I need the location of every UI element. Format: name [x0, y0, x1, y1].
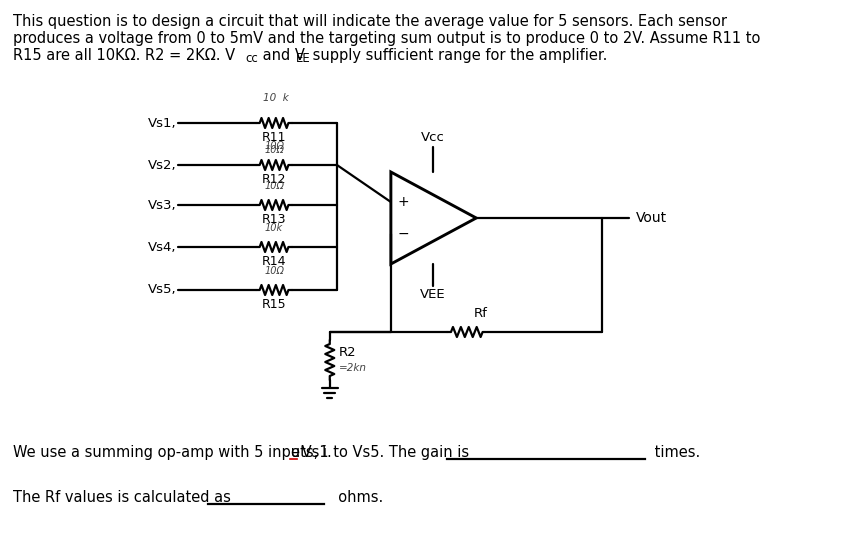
Text: R15 are all 10KΩ. R2 = 2KΩ. V: R15 are all 10KΩ. R2 = 2KΩ. V — [14, 48, 236, 63]
Text: VEE: VEE — [420, 288, 446, 301]
Text: Vs3,: Vs3, — [147, 198, 176, 211]
Text: produces a voltage from 0 to 5mV and the targeting sum output is to produce 0 to: produces a voltage from 0 to 5mV and the… — [14, 31, 761, 46]
Text: 10Ω: 10Ω — [264, 145, 284, 155]
Text: 10k: 10k — [265, 223, 283, 233]
Text: EE: EE — [295, 52, 310, 65]
Text: 10Ω: 10Ω — [264, 141, 284, 151]
Text: Vs5,: Vs5, — [147, 284, 176, 296]
Text: The Rf values is calculated as: The Rf values is calculated as — [14, 490, 236, 505]
Text: We use a summing op-amp with 5 inputs, i.: We use a summing op-amp with 5 inputs, i… — [14, 445, 333, 460]
Text: Vout: Vout — [637, 211, 668, 225]
Text: 10Ω: 10Ω — [264, 181, 284, 191]
Text: cc: cc — [245, 52, 258, 65]
Text: supply sufficient range for the amplifier.: supply sufficient range for the amplifie… — [308, 48, 608, 63]
Text: R13: R13 — [262, 213, 287, 226]
Text: e: e — [290, 445, 300, 460]
Text: Vcc: Vcc — [421, 131, 445, 144]
Text: This question is to design a circuit that will indicate the average value for 5 : This question is to design a circuit tha… — [14, 14, 727, 29]
Text: =2kn: =2kn — [339, 363, 367, 373]
Text: Vs4,: Vs4, — [147, 240, 176, 253]
Text: −: − — [397, 227, 410, 241]
Text: times.: times. — [650, 445, 700, 460]
Text: Vs1,: Vs1, — [147, 116, 176, 129]
Text: 10  k: 10 k — [263, 93, 288, 103]
Text: R12: R12 — [262, 173, 287, 186]
Text: Vs1 to Vs5. The gain is: Vs1 to Vs5. The gain is — [296, 445, 474, 460]
Text: and V: and V — [258, 48, 305, 63]
Text: Vs2,: Vs2, — [147, 158, 176, 171]
Text: 10Ω: 10Ω — [264, 266, 284, 276]
Text: Rf: Rf — [474, 307, 488, 320]
Text: R15: R15 — [262, 298, 287, 311]
Text: +: + — [397, 195, 410, 209]
Text: R14: R14 — [262, 255, 287, 268]
Text: ohms.: ohms. — [329, 490, 383, 505]
Text: R11: R11 — [262, 131, 287, 144]
Text: R2: R2 — [339, 345, 357, 358]
